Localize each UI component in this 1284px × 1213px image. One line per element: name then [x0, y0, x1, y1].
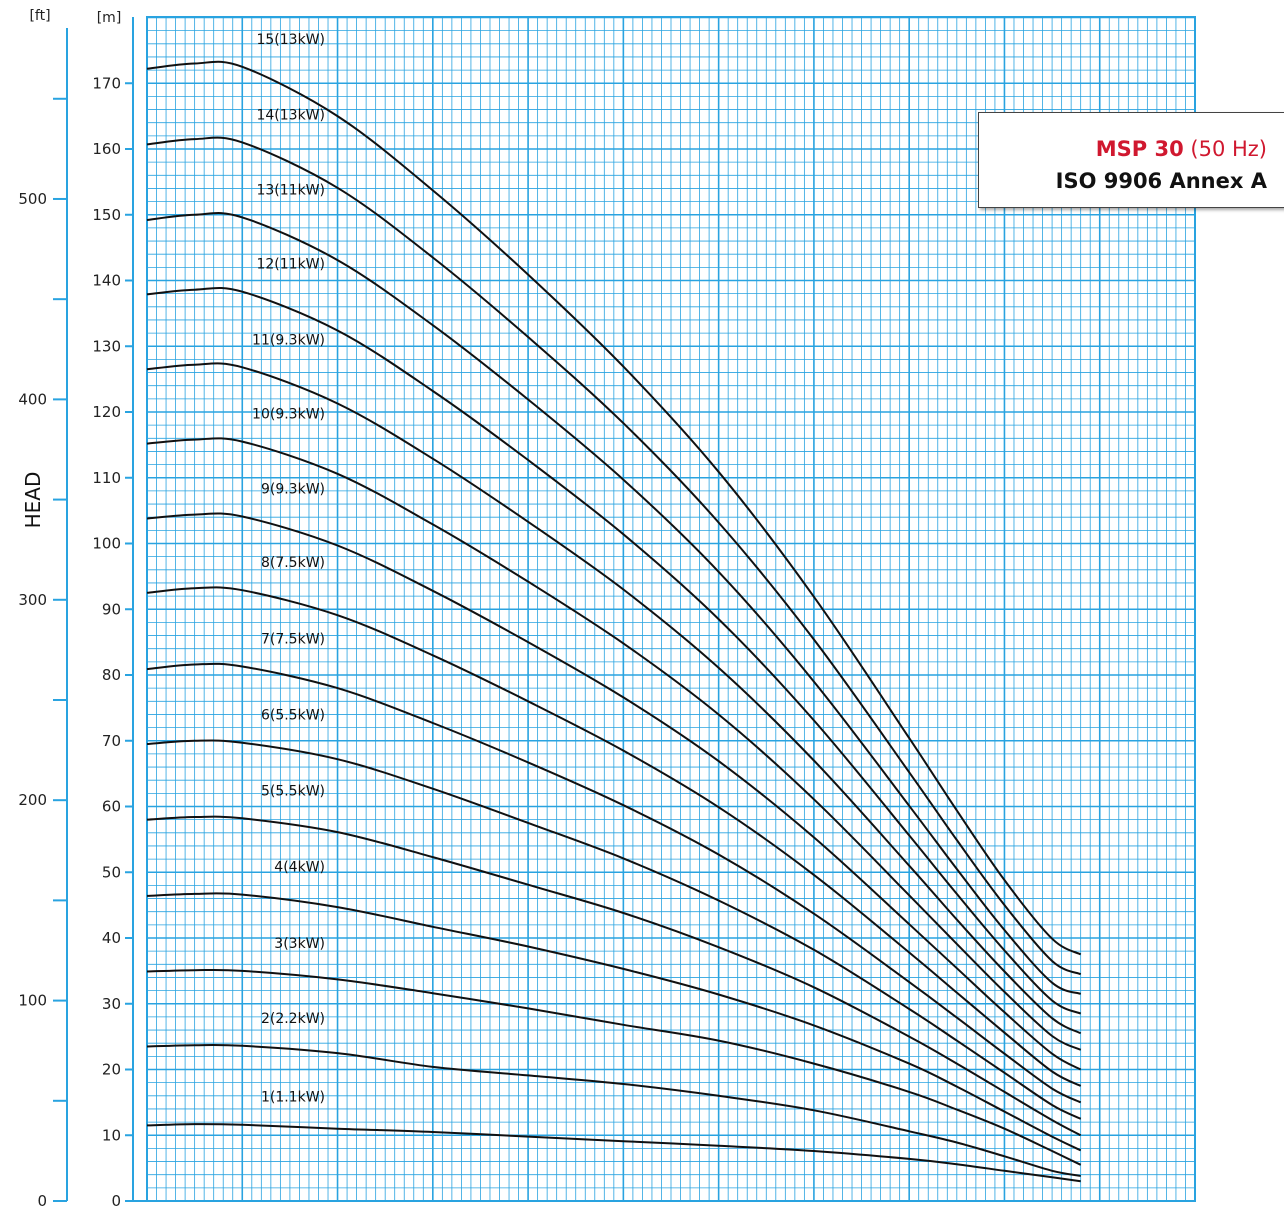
m-tick-label: 150 — [92, 206, 121, 224]
ft-tick-label: 300 — [18, 591, 47, 609]
curve-label-stage-7: 7(7.5kW) — [261, 631, 325, 647]
curve-labels: 1(1.1kW) 2(2.2kW) 3(3kW) 4(4kW) 5(5.5kW) 6(5.… — [252, 32, 325, 1106]
m-tick-label: 40 — [102, 929, 121, 947]
chart-axes: [ft] [m] HEAD 0 10 20 30 40 50 60 70 80 90 100 110 1… — [18, 8, 1195, 1210]
curve-label-stage-1: 1(1.1kW) — [261, 1090, 325, 1106]
curve-stage-10 — [146, 437, 1082, 1051]
m-tick-label: 170 — [92, 74, 121, 92]
curve-label-stage-10: 10(9.3kW) — [252, 407, 325, 423]
y-axis-title: HEAD — [21, 472, 45, 529]
model-name: MSP 30 — [1095, 137, 1184, 161]
m-tick-label: 50 — [102, 863, 121, 881]
curve-stage-11 — [146, 362, 1082, 1035]
m-tick-label: 110 — [92, 469, 121, 487]
curve-label-stage-2: 2(2.2kW) — [261, 1011, 325, 1027]
curve-label-stage-8: 8(7.5kW) — [261, 555, 325, 571]
curve-stage-6 — [146, 739, 1082, 1120]
ft-tick-label: 400 — [18, 390, 47, 408]
m-unit-label: [m] — [97, 10, 122, 26]
ft-tick-label: 100 — [18, 992, 47, 1010]
curve-stage-14 — [146, 136, 1082, 976]
curve-label-stage-11: 11(9.3kW) — [252, 332, 325, 348]
curve-label-stage-15: 15(13kW) — [256, 32, 325, 48]
curve-label-stage-3: 3(3kW) — [274, 936, 325, 952]
curve-stage-1 — [146, 1123, 1081, 1183]
model-frequency: (50 Hz) — [1190, 137, 1267, 161]
chart-grid — [146, 16, 1196, 1202]
curve-stage-12 — [146, 286, 1082, 1015]
chart-subtitle: ISO 9906 Annex A — [1055, 169, 1267, 193]
curve-stage-4 — [146, 892, 1082, 1152]
m-tick-label: 140 — [92, 272, 121, 290]
curve-stage-8 — [146, 586, 1082, 1087]
curve-stage-3 — [146, 968, 1082, 1166]
m-tick-label: 120 — [92, 403, 121, 421]
pump-curves — [146, 60, 1082, 1183]
curve-label-stage-12: 12(11kW) — [256, 257, 325, 273]
m-tick-label: 70 — [102, 732, 121, 750]
m-tick-label: 20 — [102, 1061, 121, 1079]
curve-label-stage-6: 6(5.5kW) — [261, 708, 325, 724]
curve-label-stage-5: 5(5.5kW) — [261, 783, 325, 799]
curve-stage-2 — [146, 1043, 1081, 1177]
curve-stage-9 — [146, 512, 1082, 1071]
chart-title: MSP 30 (50 Hz) — [1096, 137, 1267, 161]
m-tick-label: 160 — [92, 140, 121, 158]
ft-tick-label: 200 — [18, 791, 47, 809]
curve-label-stage-13: 13(11kW) — [256, 182, 325, 198]
m-tick-label: 10 — [102, 1126, 121, 1144]
ft-tick-label: 500 — [18, 190, 47, 208]
curve-label-stage-4: 4(4kW) — [274, 860, 325, 876]
m-tick-label: 130 — [92, 337, 121, 355]
curve-label-stage-9: 9(9.3kW) — [261, 482, 325, 498]
curve-stage-13 — [146, 212, 1082, 995]
curve-stage-5 — [146, 815, 1082, 1137]
curve-stage-15 — [146, 60, 1082, 956]
m-tick-label: 100 — [92, 535, 121, 553]
m-tick-label: 60 — [102, 798, 121, 816]
curve-stage-7 — [146, 662, 1082, 1104]
m-tick-label: 30 — [102, 995, 121, 1013]
m-tick-label: 0 — [111, 1192, 121, 1210]
ft-unit-label: [ft] — [29, 8, 50, 24]
m-tick-label: 80 — [102, 666, 121, 684]
m-tick-label: 90 — [102, 600, 121, 618]
curve-label-stage-14: 14(13kW) — [256, 107, 325, 123]
ft-tick-label: 0 — [37, 1192, 47, 1210]
chart-title-box: MSP 30 (50 Hz) ISO 9906 Annex A — [978, 112, 1284, 208]
